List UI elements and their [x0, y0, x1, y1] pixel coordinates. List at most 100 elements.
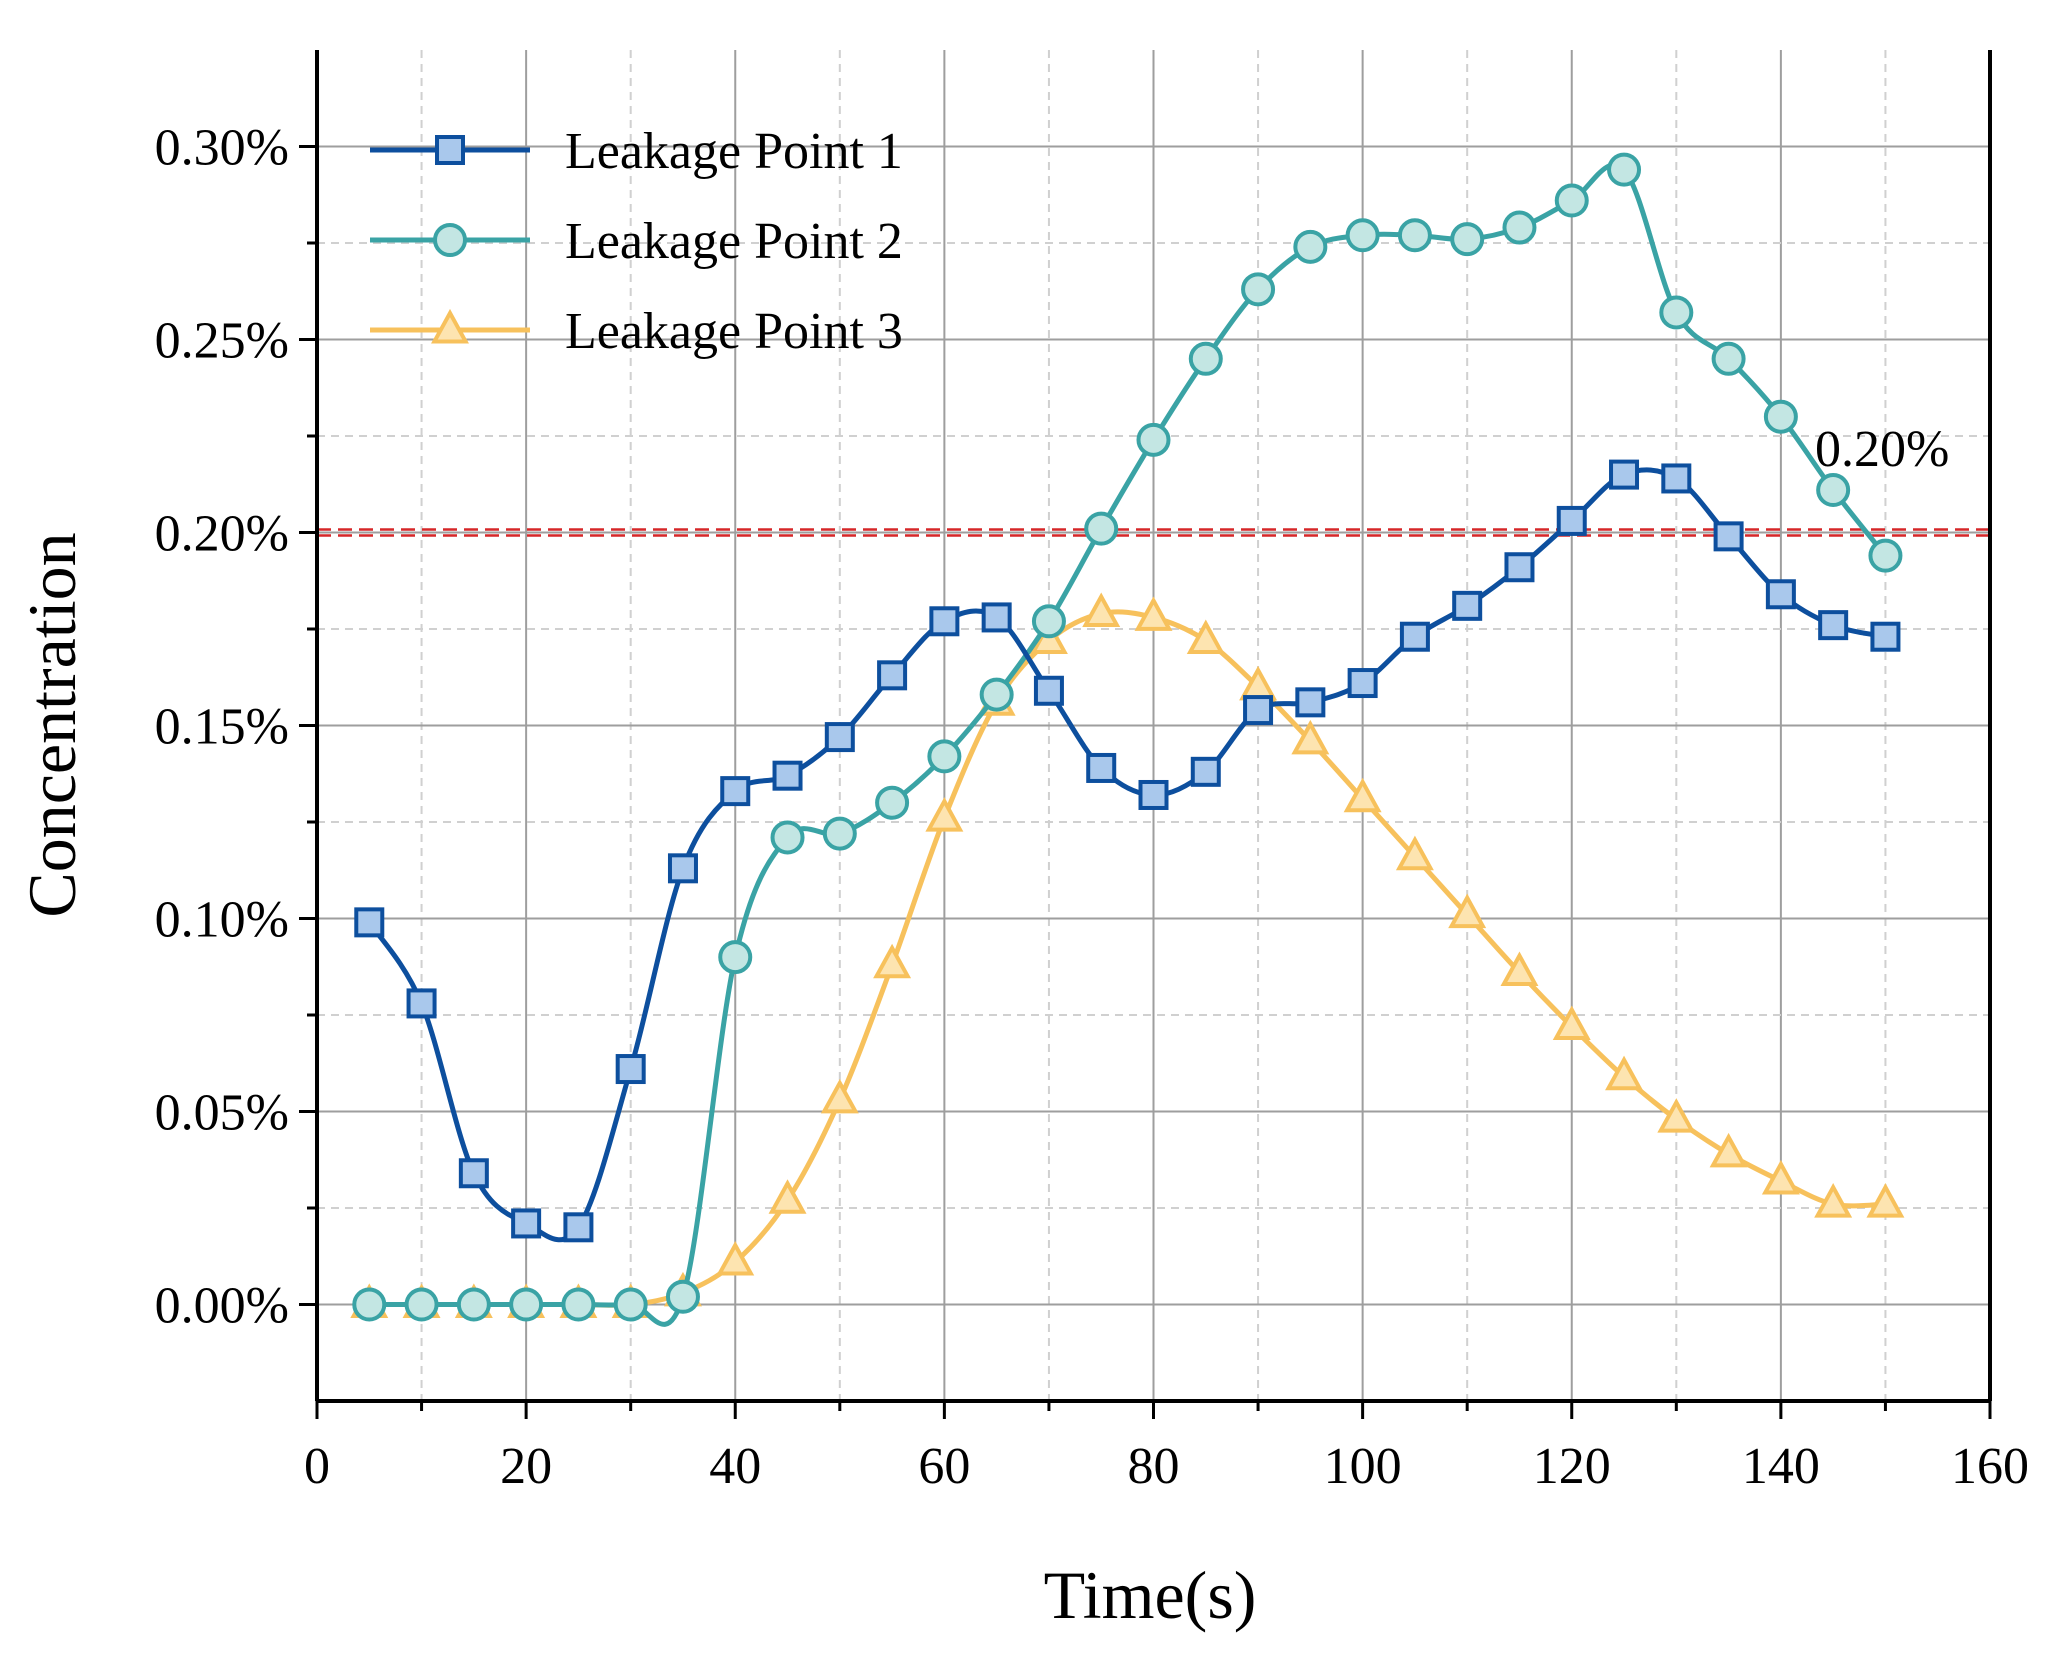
data-point: [1291, 719, 1330, 755]
series-layer: [350, 152, 1905, 1327]
data-point: [925, 797, 964, 832]
x-tick-label: 0: [304, 1438, 330, 1495]
y-axis-title: Concentration: [14, 532, 90, 917]
data-point: [1552, 1005, 1591, 1041]
data-point: [929, 606, 960, 637]
data-point: [1709, 1132, 1748, 1168]
legend-label: Leakage Point 2: [565, 213, 903, 270]
legend-marker: [431, 308, 469, 344]
x-axis-title: Time(s): [1044, 1557, 1257, 1633]
data-point: [1190, 756, 1221, 787]
legend-item-3: Leakage Point 3: [370, 303, 903, 360]
x-tick-label: 120: [1533, 1438, 1611, 1495]
legend-item-2: Leakage Point 2: [370, 213, 903, 270]
series-1: [354, 459, 1901, 1243]
legend-label: Leakage Point 3: [565, 303, 903, 360]
data-point: [927, 739, 962, 774]
y-tick-label: 0.30%: [155, 120, 289, 177]
data-point: [716, 1240, 755, 1276]
x-tick-label: 160: [1951, 1438, 2029, 1495]
data-point: [1343, 777, 1382, 813]
data-point: [718, 940, 753, 975]
data-point: [1452, 590, 1483, 621]
data-point: [456, 1287, 491, 1322]
data-point: [1082, 592, 1121, 628]
data-point: [458, 1158, 489, 1189]
data-point: [1870, 621, 1901, 652]
data-point: [615, 1054, 646, 1085]
y-tick-label: 0.10%: [155, 892, 289, 949]
data-point: [1609, 459, 1640, 490]
data-point: [561, 1287, 596, 1322]
y-tick-label: 0.15%: [155, 699, 289, 756]
data-point: [1554, 183, 1589, 218]
data-point: [824, 722, 855, 753]
data-point: [873, 943, 912, 979]
legend-layer: Leakage Point 1 Leakage Point 2 Leakage Po…: [370, 123, 903, 360]
y-tick-label: 0.00%: [155, 1278, 289, 1335]
data-point: [665, 1279, 700, 1314]
data-point: [1502, 210, 1537, 245]
data-point: [404, 1287, 439, 1322]
data-point: [822, 816, 857, 851]
series-2: [352, 152, 1903, 1327]
data-point: [772, 760, 803, 791]
data-point: [1138, 779, 1169, 810]
data-point: [1033, 675, 1064, 706]
data-point: [354, 907, 385, 938]
x-tick-label: 80: [1128, 1438, 1180, 1495]
axes-layer: 0 20 40 60 80 100 120 140 160 0.00% 0.05% 0.10% 0.15…: [155, 50, 2029, 1495]
data-point: [352, 1287, 387, 1322]
data-point: [1556, 505, 1587, 536]
data-point: [509, 1287, 544, 1322]
data-point: [1816, 473, 1851, 508]
threshold-label: 0.20%: [1815, 421, 1949, 478]
x-tick-label: 20: [500, 1438, 552, 1495]
data-point: [979, 677, 1014, 712]
legend-marker: [433, 223, 467, 257]
data-point: [406, 988, 437, 1019]
data-point: [667, 853, 698, 884]
data-point: [1761, 1159, 1800, 1195]
data-point: [1814, 1183, 1853, 1218]
data-point: [1136, 422, 1171, 457]
data-point: [1607, 152, 1642, 187]
data-point: [1818, 610, 1849, 641]
legend-item-1: Leakage Point 1: [370, 123, 903, 180]
data-point: [1868, 538, 1903, 573]
data-point: [820, 1078, 859, 1114]
data-point: [1500, 951, 1539, 987]
data-point: [1713, 521, 1744, 552]
y-tick-label: 0.25%: [155, 313, 289, 370]
data-point: [1661, 463, 1692, 494]
data-point: [1395, 835, 1434, 871]
data-point: [1188, 341, 1223, 376]
y-tick-label: 0.05%: [155, 1085, 289, 1142]
threshold-layer: [317, 528, 1990, 537]
data-point: [1763, 399, 1798, 434]
series-line: [369, 609, 1886, 1308]
x-tick-label: 60: [918, 1438, 970, 1495]
data-point: [1293, 229, 1328, 264]
data-point: [1084, 511, 1119, 546]
data-point: [1243, 695, 1274, 726]
y-tick-label: 0.20%: [155, 506, 289, 563]
data-point: [511, 1208, 542, 1239]
data-point: [768, 1179, 807, 1214]
x-tick-label: 100: [1324, 1438, 1402, 1495]
data-point: [1295, 687, 1326, 718]
x-tick-label: 40: [709, 1438, 761, 1495]
data-point: [1448, 893, 1487, 929]
data-point: [1031, 604, 1066, 639]
data-point: [1605, 1055, 1644, 1091]
data-point: [720, 776, 751, 807]
data-point: [1186, 619, 1225, 655]
data-point: [1657, 1098, 1696, 1133]
data-point: [1866, 1183, 1905, 1218]
data-point: [1134, 596, 1173, 631]
data-point: [1397, 218, 1432, 253]
data-point: [563, 1212, 594, 1243]
data-point: [1399, 621, 1430, 652]
